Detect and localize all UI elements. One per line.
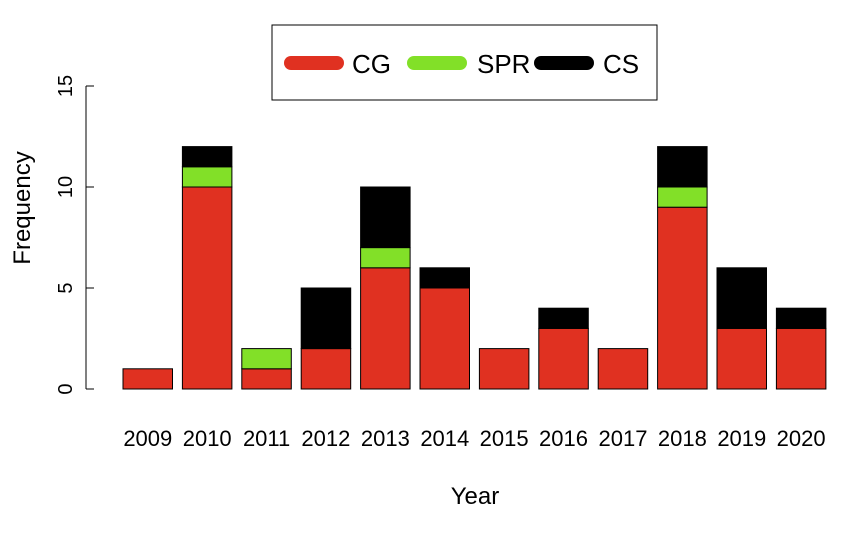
x-category-label-2012: 2012 [301, 426, 350, 451]
bar-cg-2014 [419, 287, 470, 390]
bar-cg-2011 [241, 368, 292, 390]
y-tick-label: 0 [55, 383, 77, 394]
x-category-label-2018: 2018 [658, 426, 707, 451]
y-axis: 0 5 10 15 [55, 75, 94, 395]
y-tick-label: 10 [55, 176, 77, 198]
x-category-label-2010: 2010 [183, 426, 232, 451]
x-category-label-2013: 2013 [361, 426, 410, 451]
bar-cg-2016 [538, 327, 589, 390]
bar-cg-2009 [122, 368, 173, 390]
x-category-label-2014: 2014 [420, 426, 469, 451]
bar-cg-2015 [478, 348, 530, 390]
legend-label-spr: SPR [477, 49, 530, 79]
y-axis-title: Frequency [9, 151, 36, 264]
y-tick-label: 15 [55, 75, 77, 97]
x-category-label-2017: 2017 [599, 426, 648, 451]
bar-cs-2013 [360, 186, 411, 249]
bar-cg-2010 [181, 186, 233, 390]
x-category-label-2016: 2016 [539, 426, 588, 451]
x-category-label-2019: 2019 [717, 426, 766, 451]
bar-cg-2017 [597, 348, 649, 390]
bar-spr-2018 [657, 186, 708, 208]
bar-cs-2020 [775, 307, 827, 329]
legend: CG SPR CS [271, 24, 658, 101]
bar-cg-2019 [716, 327, 767, 390]
bar-cg-2018 [657, 206, 708, 390]
bar-spr-2011 [241, 348, 292, 370]
bar-cs-2016 [538, 307, 589, 329]
bar-cg-2013 [360, 267, 411, 390]
x-category-label-2015: 2015 [480, 426, 529, 451]
bars [122, 146, 827, 390]
x-axis-title: Year [451, 483, 500, 510]
legend-label-cs: CS [603, 49, 639, 79]
bar-cs-2012 [300, 287, 352, 350]
legend-label-cg: CG [352, 49, 391, 79]
bar-cs-2014 [419, 267, 470, 289]
bar-cg-2012 [300, 348, 352, 390]
bar-spr-2010 [181, 166, 233, 188]
bar-cs-2010 [181, 146, 233, 168]
x-category-labels: 2009 2010 2011 2012 2013 2014 2015 2016 2017 2018… [123, 426, 825, 451]
bar-cs-2019 [716, 267, 767, 329]
bar-cs-2018 [657, 146, 708, 188]
y-tick-label: 5 [55, 282, 77, 293]
x-category-label-2011: 2011 [243, 426, 290, 451]
x-category-label-2009: 2009 [123, 426, 172, 451]
bar-cg-2020 [775, 327, 827, 390]
bar-spr-2013 [360, 247, 411, 269]
x-category-label-2020: 2020 [777, 426, 826, 451]
